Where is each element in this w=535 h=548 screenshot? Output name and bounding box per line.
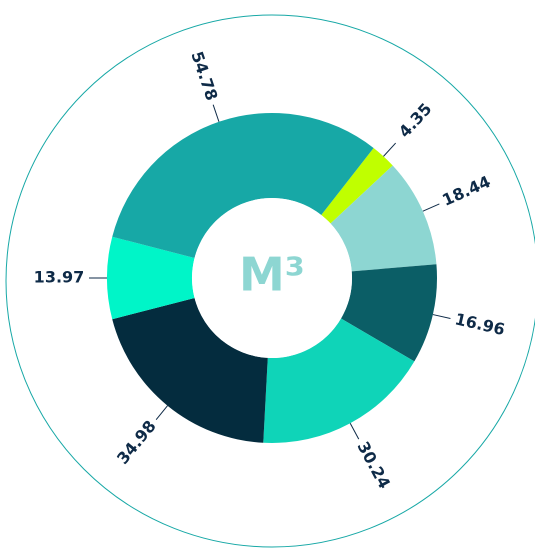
data-label: 16.96	[453, 309, 507, 339]
donut-hole	[192, 198, 352, 358]
donut-segment	[263, 318, 415, 444]
donut-segment	[106, 236, 195, 320]
leader-line	[349, 423, 360, 440]
center-label: M³	[239, 248, 305, 302]
data-label: 4.35	[395, 99, 436, 141]
donut-segment	[112, 297, 268, 443]
data-label: 54.78	[187, 49, 221, 103]
leader-line	[155, 405, 168, 420]
data-label: 30.24	[353, 438, 394, 492]
leader-line	[432, 314, 451, 320]
leader-line	[212, 104, 220, 122]
data-label: 18.44	[439, 172, 493, 210]
donut-segment	[321, 147, 393, 224]
donut-segment	[112, 113, 374, 258]
leader-line	[383, 142, 397, 157]
donut-segment	[341, 264, 437, 362]
donut-segment	[330, 165, 437, 272]
data-label: 13.97	[34, 267, 85, 286]
leader-line	[422, 203, 440, 212]
data-label: 34.98	[113, 417, 160, 468]
outer-ring	[5, 14, 535, 548]
